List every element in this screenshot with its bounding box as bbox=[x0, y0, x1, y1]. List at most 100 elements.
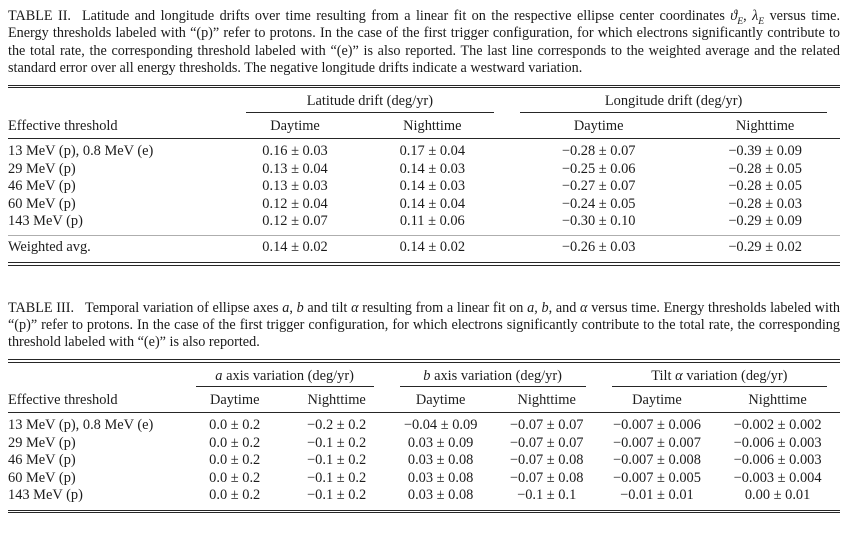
table2-latitude-group-cell: Latitude drift (deg/yr) bbox=[233, 88, 508, 113]
table2-subheader-row: Effective threshold Daytime Nighttime Da… bbox=[8, 112, 840, 140]
table3-subheader-daytime-b: Daytime bbox=[386, 387, 495, 414]
cell-value: −0.07 ± 0.07 bbox=[509, 417, 584, 434]
cell-value: 0.0 ± 0.2 bbox=[209, 487, 261, 504]
cell-value: 0.13 ± 0.03 bbox=[262, 178, 328, 195]
table-row: 13 MeV (p), 0.8 MeV (e) 0.0 ± 0.2 −0.2 ± 0… bbox=[8, 413, 840, 435]
cell-value: −0.28 ± 0.05 bbox=[728, 160, 802, 177]
cell-value: −0.1 ± 0.2 bbox=[307, 434, 367, 451]
table3-subheader-nighttime-tilt: Nighttime bbox=[715, 387, 840, 414]
cell-value: −0.07 ± 0.07 bbox=[509, 434, 584, 451]
table2-subheader-daytime-lon: Daytime bbox=[507, 112, 691, 140]
cell-value: 0.03 ± 0.08 bbox=[407, 487, 474, 504]
table3-col1-header: Effective threshold bbox=[8, 387, 183, 414]
cell-value: −0.07 ± 0.08 bbox=[509, 452, 584, 469]
table-row: 60 MeV (p) 0.12 ± 0.04 0.14 ± 0.04 −0.24 ± … bbox=[8, 196, 840, 213]
table-row: 29 MeV (p) 0.0 ± 0.2 −0.1 ± 0.2 0.03 ± 0.09… bbox=[8, 435, 840, 452]
cell-value: −0.1 ± 0.2 bbox=[307, 452, 367, 469]
row-label: 29 MeV (p) bbox=[8, 434, 76, 451]
inter-table-gap bbox=[8, 266, 840, 300]
cell-value: −0.1 ± 0.2 bbox=[307, 469, 367, 486]
table2-col1-header: Effective threshold bbox=[8, 112, 233, 140]
table2-subheader-nighttime-lon: Nighttime bbox=[690, 112, 840, 140]
cell-value: −0.007 ± 0.008 bbox=[612, 452, 701, 469]
table2-group-header-row: Latitude drift (deg/yr) Longitude drift … bbox=[8, 88, 840, 113]
cell-value: −0.29 ± 0.02 bbox=[690, 235, 840, 262]
cell-value: −0.1 ± 0.1 bbox=[517, 487, 577, 504]
table3-b-axis-group-cell: b axis variation (deg/yr) bbox=[387, 363, 599, 388]
table2-bottom-rule bbox=[8, 261, 840, 266]
row-label: 143 MeV (p) bbox=[8, 487, 83, 504]
row-label: 60 MeV (p) bbox=[8, 195, 76, 212]
table-row: Weighted avg. 0.14 ± 0.02 0.14 ± 0.02 −0.26… bbox=[8, 235, 840, 262]
table2-subheader-daytime-lat: Daytime bbox=[232, 112, 358, 140]
row-label: 13 MeV (p), 0.8 MeV (e) bbox=[8, 417, 154, 434]
row-label: 143 MeV (p) bbox=[8, 212, 83, 229]
table-row: 46 MeV (p) 0.13 ± 0.03 0.14 ± 0.03 −0.27 ± … bbox=[8, 178, 840, 195]
table-row: 143 MeV (p) 0.0 ± 0.2 −0.1 ± 0.2 0.03 ± 0.0… bbox=[8, 487, 840, 509]
cell-value: 0.0 ± 0.2 bbox=[209, 417, 261, 434]
table3-subheader-nighttime-b: Nighttime bbox=[494, 387, 599, 414]
row-label: 29 MeV (p) bbox=[8, 160, 76, 177]
cell-value: −0.01 ± 0.01 bbox=[620, 487, 694, 504]
table-row: 143 MeV (p) 0.12 ± 0.07 0.11 ± 0.06 −0.30 ±… bbox=[8, 213, 840, 236]
table-row: 29 MeV (p) 0.13 ± 0.04 0.14 ± 0.03 −0.25 ± … bbox=[8, 161, 840, 178]
table3-a-axis-group-cell: a axis variation (deg/yr) bbox=[183, 363, 387, 388]
cell-value: 0.0 ± 0.2 bbox=[209, 434, 261, 451]
table3-caption: TABLE III. Temporal variation of ellipse … bbox=[8, 299, 840, 351]
table3-subheader-nighttime-a: Nighttime bbox=[286, 387, 387, 414]
table3-group-header-row: a axis variation (deg/yr) b axis variati… bbox=[8, 363, 840, 388]
cell-value: −0.30 ± 0.10 bbox=[561, 212, 636, 229]
cell-value: −0.28 ± 0.05 bbox=[728, 178, 802, 195]
cell-value: 0.00 ± 0.01 bbox=[744, 487, 811, 504]
table3-header: a axis variation (deg/yr) b axis variati… bbox=[8, 363, 840, 414]
cell-value: −0.006 ± 0.003 bbox=[733, 452, 822, 469]
cell-value: 0.0 ± 0.2 bbox=[209, 452, 261, 469]
cell-value: −0.27 ± 0.07 bbox=[561, 178, 636, 195]
row-label: 13 MeV (p), 0.8 MeV (e) bbox=[8, 143, 154, 160]
table3-b-axis-group-header: b axis variation (deg/yr) bbox=[399, 368, 586, 388]
cell-value: −0.002 ± 0.002 bbox=[733, 417, 822, 434]
cell-value: −0.29 ± 0.09 bbox=[728, 212, 802, 229]
cell-value: −0.007 ± 0.006 bbox=[612, 417, 701, 434]
cell-value: 0.14 ± 0.04 bbox=[399, 195, 466, 212]
cell-value: 0.03 ± 0.09 bbox=[407, 434, 474, 451]
cell-value: 0.17 ± 0.04 bbox=[399, 143, 466, 160]
cell-value: 0.12 ± 0.04 bbox=[262, 195, 328, 212]
table2-header: Latitude drift (deg/yr) Longitude drift … bbox=[8, 88, 840, 140]
cell-value: 0.0 ± 0.2 bbox=[209, 469, 261, 486]
row-label: Weighted avg. bbox=[8, 235, 233, 262]
cell-value: −0.003 ± 0.004 bbox=[733, 469, 822, 486]
table2-top-rule bbox=[8, 84, 840, 89]
table2-body: 13 MeV (p), 0.8 MeV (e) 0.16 ± 0.03 0.17 ±… bbox=[8, 139, 840, 236]
cell-value: −0.007 ± 0.007 bbox=[612, 434, 701, 451]
table2-empty-corner bbox=[8, 88, 233, 113]
cell-value: −0.04 ± 0.09 bbox=[403, 417, 478, 434]
row-label: 46 MeV (p) bbox=[8, 178, 76, 195]
table3-top-rule bbox=[8, 358, 840, 363]
cell-value: 0.14 ± 0.03 bbox=[399, 160, 466, 177]
cell-value: −0.07 ± 0.08 bbox=[509, 469, 584, 486]
table3-tilt-group-cell: Tilt α variation (deg/yr) bbox=[599, 363, 840, 388]
table3-tilt-group-header: Tilt α variation (deg/yr) bbox=[611, 368, 827, 388]
cell-value: −0.25 ± 0.06 bbox=[561, 160, 636, 177]
cell-value: 0.14 ± 0.02 bbox=[357, 235, 508, 262]
table-row: 46 MeV (p) 0.0 ± 0.2 −0.1 ± 0.2 0.03 ± 0.08… bbox=[8, 452, 840, 469]
table-row: 60 MeV (p) 0.0 ± 0.2 −0.1 ± 0.2 0.03 ± 0.08… bbox=[8, 470, 840, 487]
cell-value: −0.007 ± 0.005 bbox=[612, 469, 701, 486]
cell-value: 0.14 ± 0.03 bbox=[399, 178, 466, 195]
cell-value: 0.03 ± 0.08 bbox=[407, 469, 474, 486]
row-label: 46 MeV (p) bbox=[8, 452, 76, 469]
table3-a-axis-group-header: a axis variation (deg/yr) bbox=[195, 368, 374, 388]
table3-subheader-daytime-a: Daytime bbox=[182, 387, 287, 414]
row-label: 60 MeV (p) bbox=[8, 469, 76, 486]
table2-caption: TABLE II. Latitude and longitude drifts o… bbox=[8, 8, 840, 77]
cell-value: 0.03 ± 0.08 bbox=[407, 452, 474, 469]
table-row: 13 MeV (p), 0.8 MeV (e) 0.16 ± 0.03 0.17 ±… bbox=[8, 139, 840, 161]
cell-value: −0.24 ± 0.05 bbox=[561, 195, 636, 212]
cell-value: −0.39 ± 0.09 bbox=[728, 143, 802, 160]
table2-latitude-group-header: Latitude drift (deg/yr) bbox=[245, 93, 495, 113]
table2-weighted-avg: Weighted avg. 0.14 ± 0.02 0.14 ± 0.02 −0.26… bbox=[8, 235, 840, 262]
table3-body: 13 MeV (p), 0.8 MeV (e) 0.0 ± 0.2 −0.2 ± 0… bbox=[8, 413, 840, 510]
cell-value: −0.28 ± 0.03 bbox=[728, 195, 802, 212]
